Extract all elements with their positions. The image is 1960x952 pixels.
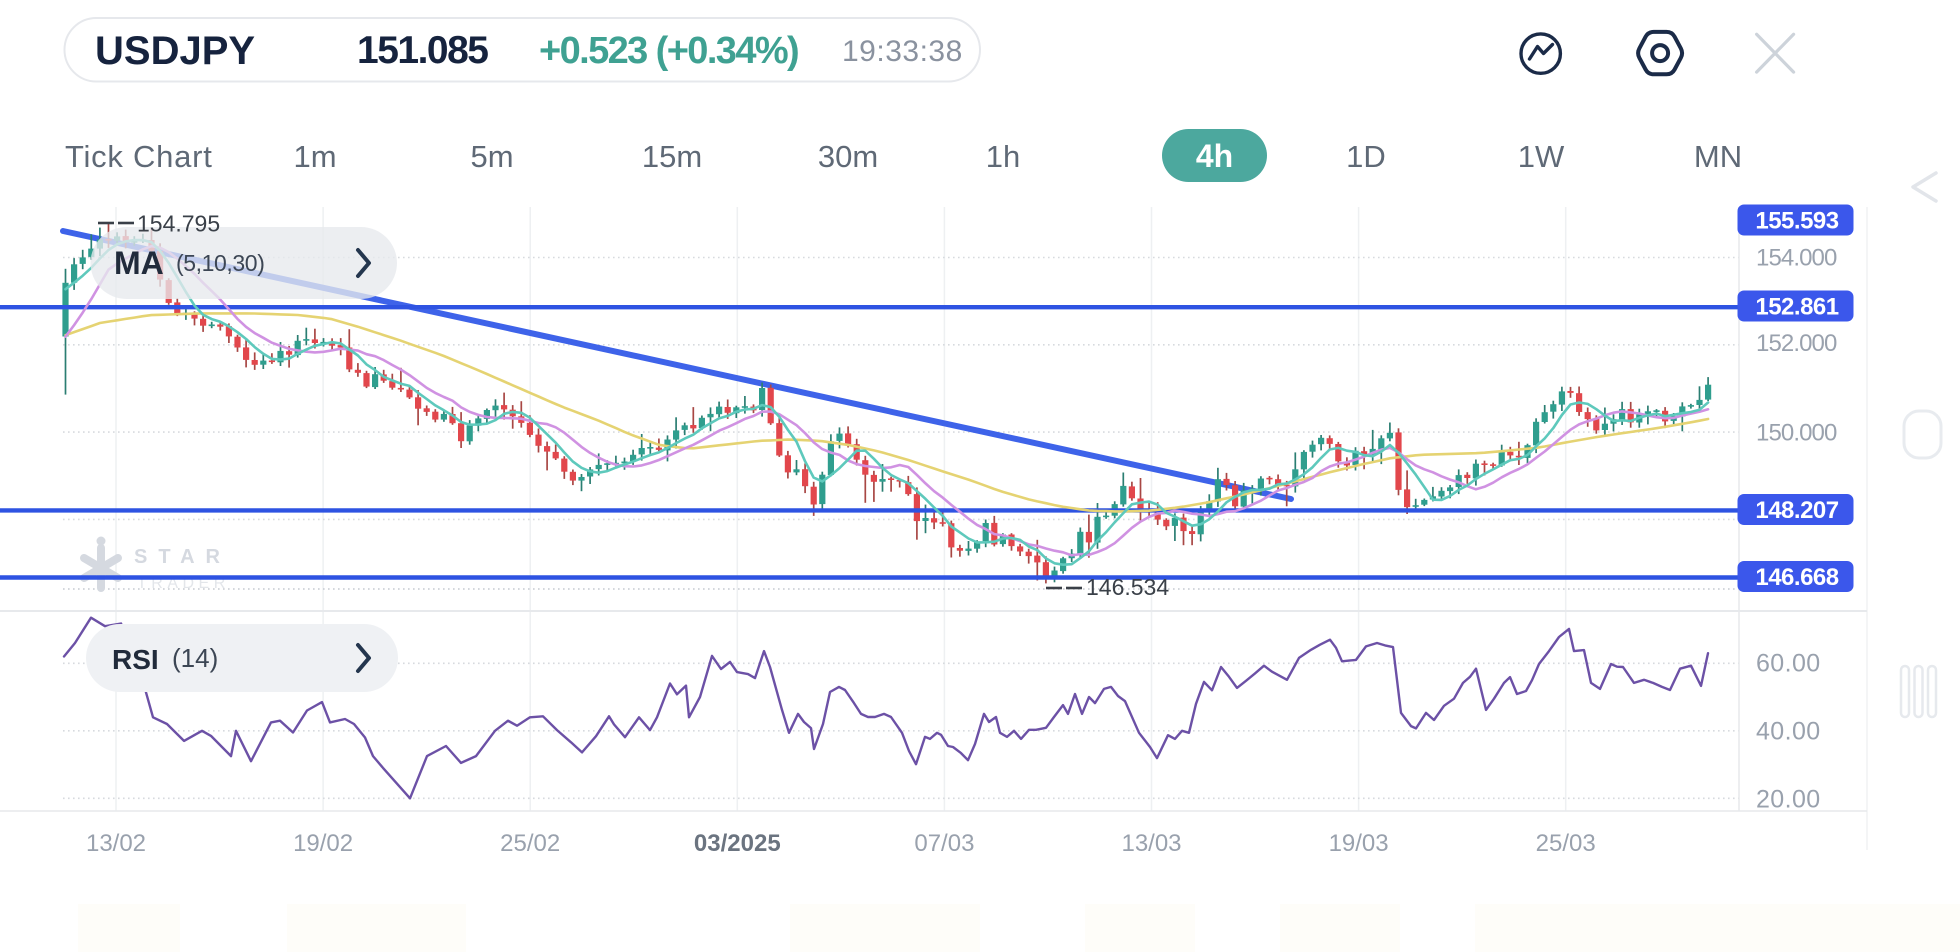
svg-text:154.000: 154.000 — [1756, 245, 1837, 272]
svg-text:MA: MA — [114, 245, 164, 281]
svg-text:146.668: 146.668 — [1755, 564, 1838, 591]
svg-text:USDJPY: USDJPY — [95, 29, 255, 73]
svg-text:60.00: 60.00 — [1756, 650, 1821, 678]
svg-text:(14): (14) — [172, 643, 218, 673]
svg-text:152.000: 152.000 — [1756, 330, 1837, 357]
svg-text:(5,10,30): (5,10,30) — [176, 250, 264, 276]
svg-text:MN: MN — [1694, 139, 1742, 174]
svg-text:19/03: 19/03 — [1329, 830, 1389, 857]
svg-text:1h: 1h — [986, 139, 1020, 174]
svg-text:+0.523 (+0.34%): +0.523 (+0.34%) — [539, 30, 798, 72]
svg-text:15m: 15m — [642, 139, 702, 174]
svg-text:154.795: 154.795 — [137, 211, 220, 237]
svg-text:151.085: 151.085 — [357, 29, 488, 72]
svg-text:1m: 1m — [293, 139, 336, 174]
svg-text:13/03: 13/03 — [1121, 830, 1181, 857]
svg-text:07/03: 07/03 — [914, 830, 974, 857]
svg-text:30m: 30m — [818, 139, 878, 174]
svg-text:13/02: 13/02 — [86, 830, 146, 857]
svg-text:19:33:38: 19:33:38 — [842, 35, 963, 68]
svg-text:25/03: 25/03 — [1536, 830, 1596, 857]
svg-text:5m: 5m — [470, 139, 513, 174]
svg-text:40.00: 40.00 — [1756, 718, 1821, 746]
svg-text:150.000: 150.000 — [1756, 420, 1837, 447]
svg-text:146.534: 146.534 — [1086, 574, 1169, 600]
svg-text:19/02: 19/02 — [293, 830, 353, 857]
svg-text:STAR: STAR — [134, 546, 231, 568]
svg-text:155.593: 155.593 — [1755, 208, 1838, 235]
svg-text:1W: 1W — [1518, 139, 1565, 174]
svg-text:03/2025: 03/2025 — [694, 830, 781, 857]
svg-text:25/02: 25/02 — [500, 830, 560, 857]
svg-text:Tick Chart: Tick Chart — [65, 139, 213, 174]
svg-text:4h: 4h — [1196, 138, 1233, 174]
svg-text:148.207: 148.207 — [1755, 497, 1838, 524]
svg-text:1D: 1D — [1346, 139, 1386, 174]
svg-text:RSI: RSI — [112, 644, 159, 675]
svg-text:152.861: 152.861 — [1755, 294, 1838, 321]
svg-text:20.00: 20.00 — [1756, 786, 1821, 814]
